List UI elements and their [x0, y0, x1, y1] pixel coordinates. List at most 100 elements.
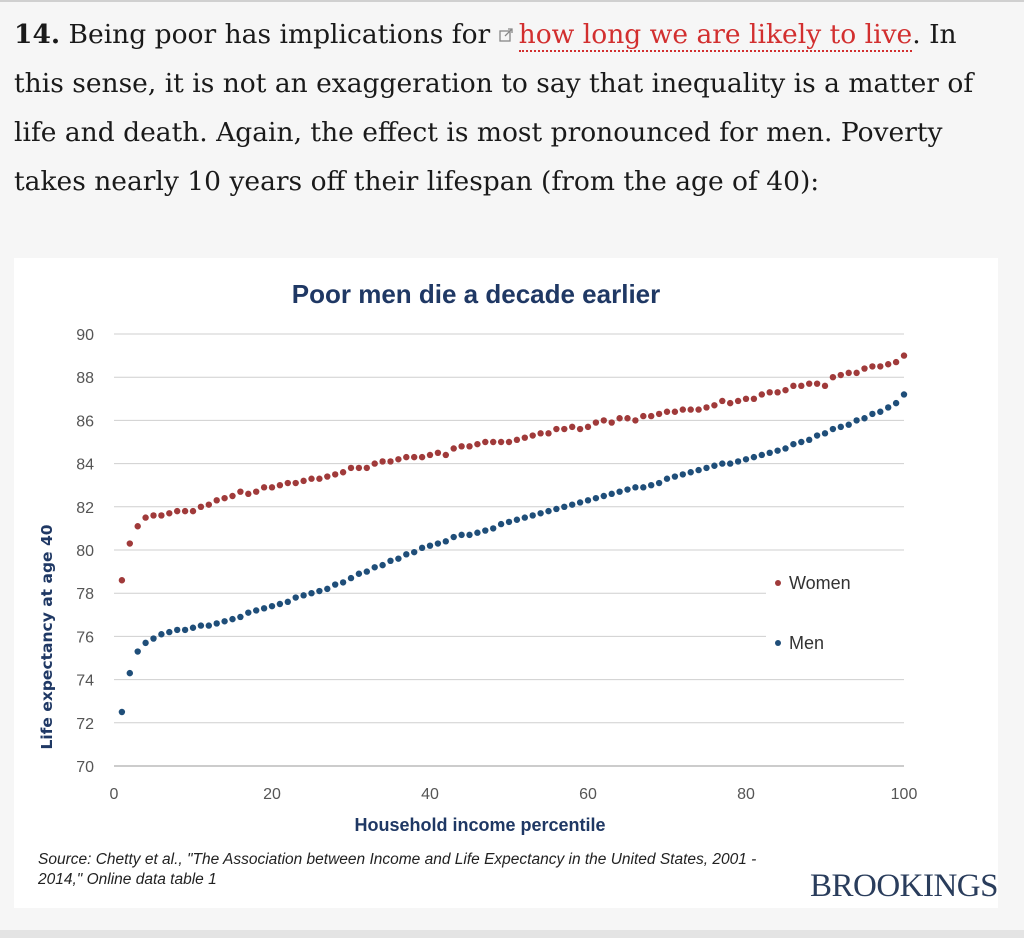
- men-point: [284, 598, 291, 606]
- women-point: [387, 458, 394, 465]
- women-point: [877, 363, 884, 370]
- data-points: [118, 352, 908, 716]
- women-point: [640, 412, 647, 420]
- men-point: [450, 533, 457, 541]
- women-point: [671, 408, 679, 415]
- life-expectancy-chart: 70 72 74 76 78 80 82 84 86 88 90 0 20 40 60 80 100 Poor…: [38, 279, 917, 835]
- men-point: [482, 527, 489, 534]
- y-tick-label: 76: [76, 629, 94, 646]
- legend-women-label: Women: [789, 573, 851, 593]
- men-point: [497, 520, 505, 528]
- women-point: [687, 406, 694, 413]
- men-point: [426, 542, 434, 549]
- men-point: [237, 613, 244, 621]
- men-point: [624, 486, 631, 493]
- men-point: [742, 456, 750, 463]
- legend-box: [766, 563, 916, 653]
- x-tick-label: 80: [737, 786, 755, 803]
- women-point: [490, 438, 497, 446]
- article-paragraph: 14. Being poor has implications for how …: [14, 10, 1010, 206]
- men-point: [576, 499, 584, 506]
- grid-lines: [114, 333, 904, 767]
- women-point: [126, 540, 133, 547]
- men-point: [268, 602, 276, 610]
- y-tick-label: 84: [76, 457, 94, 474]
- men-point: [142, 639, 149, 647]
- paragraph-text-end: . In this sense, it is not an exaggerati…: [14, 19, 974, 197]
- men-point: [711, 462, 718, 469]
- men-point: [158, 631, 165, 638]
- women-point: [616, 415, 623, 422]
- women-point: [734, 397, 742, 405]
- women-point: [632, 417, 639, 424]
- men-point: [276, 600, 284, 608]
- men-point: [616, 488, 623, 495]
- life-expectancy-link[interactable]: how long we are likely to live: [518, 19, 913, 52]
- men-point: [537, 510, 544, 517]
- women-point: [379, 458, 386, 465]
- men-point: [853, 417, 860, 424]
- y-tick-label: 70: [76, 759, 94, 776]
- men-point: [727, 460, 734, 467]
- women-point: [766, 389, 773, 396]
- men-point: [403, 551, 410, 558]
- men-point: [411, 548, 418, 556]
- men-point: [308, 590, 315, 597]
- men-point: [798, 438, 805, 446]
- women-point: [576, 425, 584, 433]
- men-point: [703, 464, 710, 472]
- men-point: [671, 473, 679, 480]
- men-point: [734, 458, 742, 465]
- chart-card: 70 72 74 76 78 80 82 84 86 88 90 0 20 40 60 80 100 Poor…: [14, 258, 999, 908]
- men-point: [229, 615, 236, 623]
- men-point: [758, 451, 765, 459]
- men-point: [118, 708, 126, 716]
- women-point: [790, 382, 797, 390]
- men-point: [260, 605, 268, 612]
- men-point: [442, 538, 449, 545]
- bottom-divider: [0, 930, 1024, 938]
- women-point: [813, 380, 821, 387]
- men-point: [892, 399, 900, 407]
- men-point: [584, 497, 592, 504]
- women-point: [324, 473, 331, 480]
- men-point: [695, 466, 702, 474]
- women-point: [371, 460, 378, 467]
- men-point: [766, 449, 773, 456]
- women-point: [118, 577, 126, 584]
- men-point: [253, 607, 260, 614]
- men-point: [505, 518, 513, 526]
- women-point: [229, 492, 236, 500]
- women-point: [434, 449, 442, 456]
- men-point: [640, 484, 647, 491]
- men-point: [355, 570, 363, 577]
- women-point: [458, 443, 465, 450]
- men-point: [750, 453, 758, 461]
- y-tick-label: 86: [76, 413, 94, 430]
- women-point: [442, 451, 449, 459]
- women-point: [553, 425, 560, 433]
- women-point: [561, 425, 568, 433]
- women-point: [363, 464, 370, 472]
- women-point: [695, 406, 702, 413]
- women-point: [245, 490, 252, 498]
- women-point: [142, 514, 149, 521]
- men-point: [174, 626, 181, 634]
- women-point: [189, 507, 197, 515]
- men-point: [418, 544, 426, 552]
- women-point: [584, 423, 592, 431]
- women-point: [197, 503, 205, 510]
- x-tick-label: 20: [263, 786, 281, 803]
- women-point: [569, 423, 576, 431]
- men-point: [490, 525, 497, 532]
- women-point: [150, 512, 157, 519]
- women-point: [861, 365, 868, 372]
- men-point: [466, 531, 473, 539]
- women-point: [529, 432, 536, 439]
- men-point: [213, 620, 220, 627]
- women-point: [845, 369, 852, 377]
- men-point: [655, 479, 663, 487]
- men-point: [300, 592, 307, 599]
- women-point: [592, 419, 600, 426]
- men-point: [821, 430, 829, 437]
